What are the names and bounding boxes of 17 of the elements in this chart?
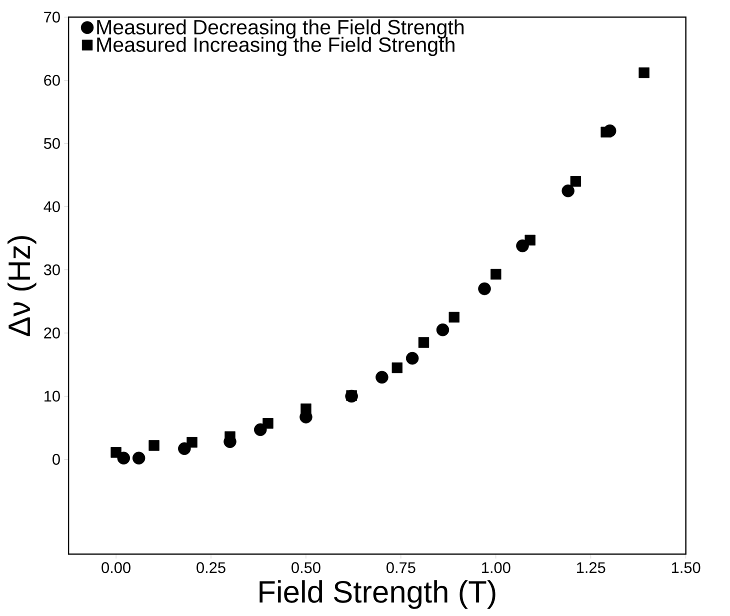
y-tick-label: 70 xyxy=(44,11,60,22)
x-axis-title: Field Strength (T) xyxy=(260,580,496,609)
y-tick-label: 60 xyxy=(44,74,60,86)
x-tick-label: 1.50 xyxy=(672,562,700,573)
y-tick-label: 20 xyxy=(44,327,60,338)
x-tick-label: 1.25 xyxy=(577,562,606,573)
y-tick-label: 0 xyxy=(52,454,60,465)
y-tick-label: 30 xyxy=(44,264,60,276)
x-tick-label: 0.50 xyxy=(292,562,320,573)
x-tick-label: 0.25 xyxy=(196,562,226,573)
x-tick-label: 0.75 xyxy=(386,562,416,573)
x-tick-label: 0.00 xyxy=(102,562,130,573)
x-tick-label: 1.00 xyxy=(482,562,510,573)
y-tick-label: 50 xyxy=(44,138,60,149)
y-tick-label: 10 xyxy=(44,390,60,402)
y-axis-title: Δν (Hz) xyxy=(8,236,36,336)
y-tick-label: 40 xyxy=(44,200,60,212)
